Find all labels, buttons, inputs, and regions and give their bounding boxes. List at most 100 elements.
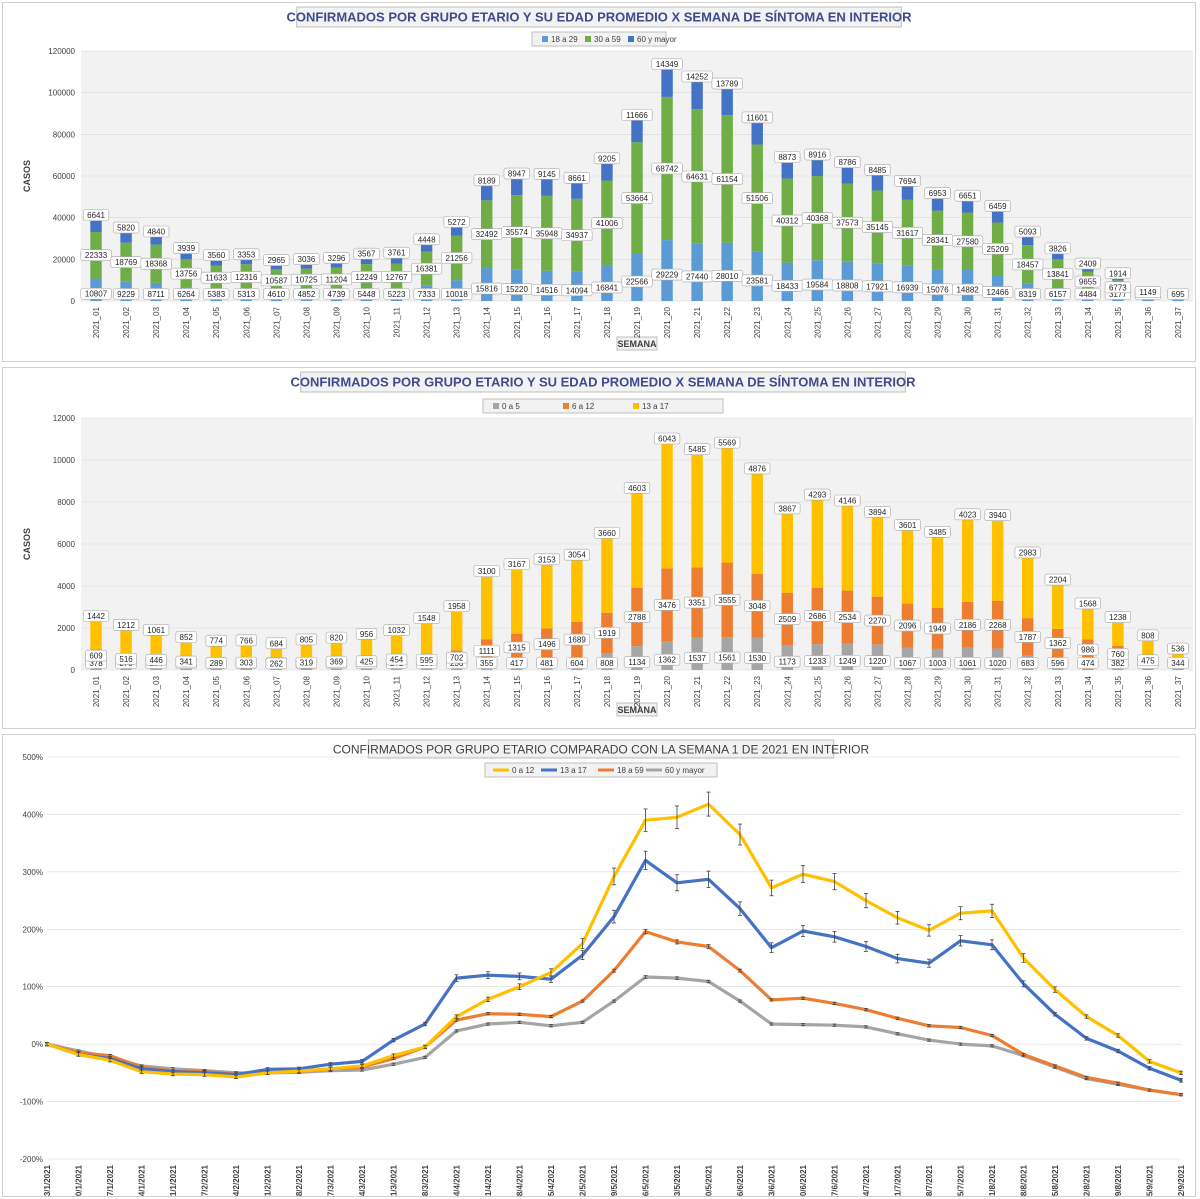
data-label: 28010 — [716, 272, 739, 281]
data-label: 5485 — [688, 445, 706, 454]
x-tick-label: 2021_08 — [302, 306, 311, 338]
x-tick-label: 2021_18 — [603, 306, 612, 338]
x-tick-label: 2021_37 — [1174, 675, 1183, 707]
x-tick-label: 18/7/2021 — [925, 1164, 934, 1196]
x-tick-label: 21/2/2021 — [264, 1164, 273, 1196]
data-label-box — [473, 174, 500, 187]
data-label-box — [1044, 288, 1071, 300]
data-label-box — [894, 519, 921, 531]
data-label-box — [952, 235, 984, 248]
bar-segment — [841, 503, 854, 591]
data-label: 7333 — [418, 290, 436, 299]
data-label-box — [503, 167, 530, 180]
data-label-box — [506, 657, 528, 669]
data-label: 7694 — [899, 177, 917, 186]
chart-title: CONFIRMADOS POR GRUPO ETARIO COMPARADO C… — [333, 743, 870, 757]
data-label-box — [175, 631, 197, 643]
legend-item: 60 y mayor — [665, 766, 705, 775]
x-tick-label: 2021_16 — [543, 306, 552, 338]
data-label: 32492 — [476, 230, 499, 239]
x-tick-label: 2021_09 — [332, 675, 341, 707]
x-tick-label: 2021_06 — [242, 306, 251, 338]
data-label-box — [1167, 288, 1189, 300]
data-label-box — [621, 275, 653, 288]
data-label-box — [80, 287, 112, 300]
bar-segment — [811, 157, 824, 177]
data-label: 2186 — [959, 621, 977, 630]
data-label-box — [173, 288, 200, 300]
y-tick-label: 12000 — [53, 414, 76, 423]
legend-box — [531, 31, 667, 47]
data-label-box — [441, 288, 473, 300]
data-label-box — [85, 649, 107, 662]
x-tick-label: 2021_34 — [1084, 675, 1093, 707]
data-label: 5223 — [388, 290, 406, 299]
x-tick-label: 2021_34 — [1084, 306, 1093, 338]
data-label-box — [265, 637, 288, 650]
data-label-box — [684, 443, 711, 455]
data-label-box — [323, 288, 350, 300]
x-tick-label: 2021_36 — [1144, 306, 1153, 338]
x-tick-label: 5/9/2021 — [1146, 1164, 1155, 1196]
data-label: 16939 — [896, 283, 919, 292]
data-label: 51506 — [746, 194, 769, 203]
bar-segment — [841, 165, 854, 184]
data-label-box — [774, 502, 801, 515]
data-label-box — [593, 627, 621, 639]
data-label: 4603 — [628, 484, 646, 493]
bar-segment — [961, 198, 974, 213]
data-label: 1496 — [538, 640, 556, 649]
data-label: 2268 — [989, 621, 1007, 630]
bar-segment — [420, 621, 433, 654]
data-label-box — [651, 162, 683, 175]
x-tick-label: 3/1/2021 — [43, 1164, 52, 1196]
data-label-box — [82, 610, 110, 622]
data-label-box — [563, 633, 590, 646]
data-label: 22333 — [85, 251, 108, 260]
y-tick-label: 10000 — [53, 456, 76, 465]
x-tick-label: 2021_05 — [212, 675, 221, 707]
x-tick-label: 2021_25 — [813, 306, 822, 338]
data-label-box — [1047, 657, 1069, 669]
x-tick-label: 2021_16 — [543, 675, 552, 707]
data-label-box — [1137, 654, 1159, 667]
data-label: 2096 — [899, 622, 917, 631]
x-tick-label: 2021_27 — [873, 675, 882, 707]
data-label: 5383 — [207, 290, 225, 299]
bar-segment — [571, 180, 583, 199]
x-tick-label: 2021_22 — [723, 306, 732, 338]
data-label-box — [982, 286, 1014, 298]
data-label: 28341 — [926, 236, 949, 245]
x-tick-label: 2021_15 — [513, 675, 522, 707]
data-label: 5313 — [237, 290, 255, 299]
x-tick-label: 2021_21 — [693, 675, 702, 707]
x-tick-label: 2021_13 — [453, 675, 462, 707]
data-label-box — [295, 633, 318, 646]
data-label: 683 — [1021, 659, 1035, 668]
bar-segment — [210, 258, 222, 266]
data-label-box — [533, 553, 560, 566]
data-label: 11601 — [746, 113, 768, 122]
data-label: 1561 — [718, 654, 736, 663]
data-label: 19584 — [806, 281, 829, 290]
data-label-box — [593, 527, 621, 539]
data-label: 808 — [1141, 631, 1155, 640]
data-label-box — [1137, 629, 1159, 642]
data-label: 1914 — [1109, 269, 1127, 278]
y-tick-label: 500% — [23, 753, 43, 762]
bar-segment — [631, 117, 643, 143]
bar-segment — [1112, 620, 1124, 647]
x-tick-label: 2021_04 — [182, 675, 191, 707]
data-label: 956 — [360, 630, 374, 639]
data-label-box — [894, 175, 921, 187]
data-label: 18433 — [776, 282, 799, 291]
data-label-box — [265, 657, 288, 670]
x-axis-title-box — [616, 702, 658, 717]
data-label: 3601 — [899, 521, 917, 530]
data-label: 820 — [330, 634, 344, 643]
data-label: 446 — [149, 656, 163, 665]
data-label-box — [954, 618, 981, 631]
data-label: 1919 — [598, 629, 616, 638]
x-tick-label: 2021_33 — [1054, 306, 1063, 338]
data-label: 3153 — [538, 555, 556, 564]
